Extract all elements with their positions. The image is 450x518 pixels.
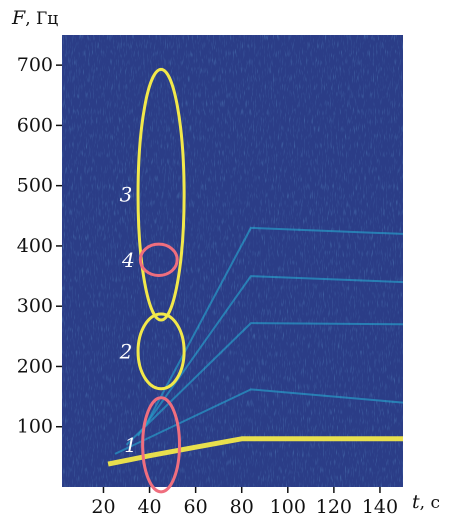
y-tick-label: 400 (17, 235, 53, 257)
x-tick-label: 100 (270, 496, 306, 518)
x-axis-unit: с (430, 493, 440, 513)
y-tick-label: 300 (17, 295, 53, 317)
y-tick-label: 700 (17, 54, 53, 76)
region-3-ellipse (136, 67, 186, 322)
x-axis-symbol: t (412, 491, 420, 513)
region-4-label: 4 (121, 248, 135, 272)
region-4-ellipse (138, 242, 179, 277)
plot-area: 1 2 3 4 (62, 35, 403, 494)
y-tick-label: 100 (17, 416, 53, 438)
x-tick-label: 80 (230, 496, 254, 518)
x-tick-label: 40 (137, 496, 161, 518)
feature-harmonic-3 (125, 322, 403, 446)
region-1-label: 1 (124, 433, 137, 457)
region-1-ellipse (141, 396, 182, 494)
region-2-label: 2 (119, 339, 133, 363)
y-axis-symbol: F (11, 7, 26, 29)
y-axis-label: F, Гц (11, 7, 58, 29)
y-tick-label: 200 (17, 355, 53, 377)
feature-harmonic-5 (144, 226, 403, 428)
y-tick-label: 500 (17, 175, 53, 197)
x-tick-label: 120 (316, 496, 352, 518)
region-3-label: 3 (120, 183, 133, 207)
x-axis-label: t, с (412, 491, 440, 513)
highlight-regions: 1 2 3 4 (119, 67, 186, 494)
x-axis: 20 40 60 80 100 120 140 (91, 487, 398, 518)
x-tick-label: 140 (362, 496, 398, 518)
x-tick-label: 20 (91, 496, 115, 518)
y-tick-label: 600 (17, 114, 53, 136)
y-axis: 100 200 300 400 500 600 700 (17, 54, 62, 438)
region-2-ellipse (136, 312, 186, 391)
y-axis-unit: Гц (36, 9, 58, 29)
feature-harmonic-2 (114, 388, 403, 455)
x-tick-label: 60 (184, 496, 208, 518)
